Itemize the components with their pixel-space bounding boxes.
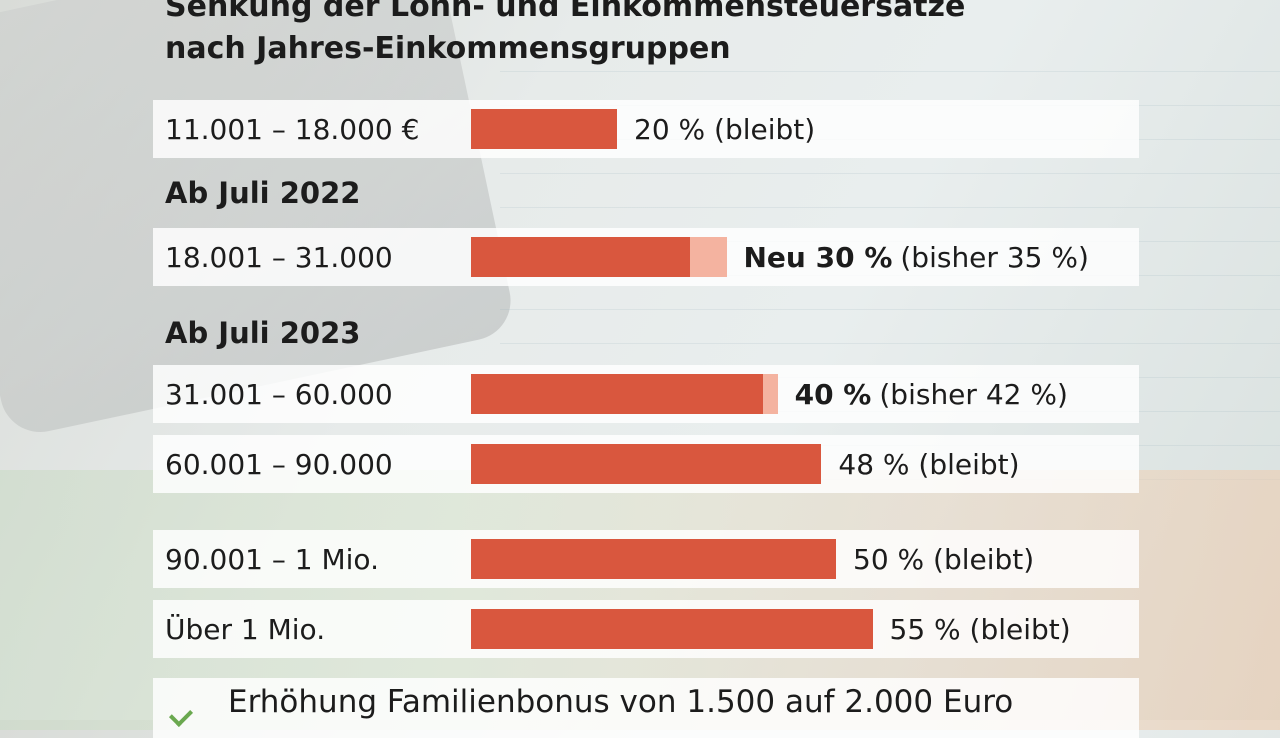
chart-row: 60.001 – 90.000 48 % (bleibt) <box>153 435 1139 493</box>
rate-bar <box>471 539 836 579</box>
bar-track: 50 % (bleibt) <box>471 530 1131 588</box>
chart-title-line-1: Senkung der Lohn- und Einkommensteuersät… <box>165 0 966 24</box>
check-icon <box>168 702 194 728</box>
section-heading-2022: Ab Juli 2022 <box>165 176 361 210</box>
value-label: Neu 30 % (bisher 35 %) <box>744 228 1089 286</box>
value-label-bold: Neu 30 % <box>743 240 893 274</box>
value-label: 40 % (bisher 42 %) <box>795 365 1068 423</box>
footer-text: Erhöhung Familienbonus von 1.500 auf 2.0… <box>228 684 1014 720</box>
chart-row: 31.001 – 60.000 40 % (bisher 42 %) <box>153 365 1139 423</box>
category-label: 11.001 – 18.000 € <box>165 112 420 146</box>
category-label: 90.001 – 1 Mio. <box>165 542 379 576</box>
value-label-text: (bisher 35 %) <box>900 240 1089 274</box>
value-label-text: 55 % (bleibt) <box>889 612 1071 646</box>
bar-track: 40 % (bisher 42 %) <box>471 365 1131 423</box>
category-label: 60.001 – 90.000 <box>165 447 393 481</box>
section-heading-2023: Ab Juli 2023 <box>165 316 361 350</box>
value-label: 50 % (bleibt) <box>853 530 1034 588</box>
bar-track: 20 % (bleibt) <box>471 100 1131 158</box>
value-label-bold: 40 % <box>794 377 872 411</box>
footer-note: Erhöhung Familienbonus von 1.500 auf 2.0… <box>153 678 1139 738</box>
rate-bar <box>471 237 690 277</box>
chart-row: 18.001 – 31.000 Neu 30 % (bisher 35 %) <box>153 228 1139 286</box>
value-label: 48 % (bleibt) <box>838 435 1019 493</box>
bar-track: 55 % (bleibt) <box>471 600 1131 658</box>
value-label-text: (bisher 42 %) <box>879 377 1068 411</box>
value-label-text: 20 % (bleibt) <box>634 112 816 146</box>
chart-row: Über 1 Mio. 55 % (bleibt) <box>153 600 1139 658</box>
value-label: 20 % (bleibt) <box>634 100 815 158</box>
rate-bar <box>471 609 873 649</box>
category-label: 31.001 – 60.000 <box>165 377 393 411</box>
rate-bar <box>471 109 617 149</box>
value-label-text: 48 % (bleibt) <box>838 447 1020 481</box>
value-label-text: 50 % (bleibt) <box>853 542 1035 576</box>
category-label: Über 1 Mio. <box>165 612 326 646</box>
chart-row: 11.001 – 18.000 € 20 % (bleibt) <box>153 100 1139 158</box>
value-label: 55 % (bleibt) <box>890 600 1071 658</box>
chart-title-line-2: nach Jahres-Einkommensgruppen <box>165 31 731 66</box>
category-label: 18.001 – 31.000 <box>165 240 393 274</box>
bar-track: 48 % (bleibt) <box>471 435 1131 493</box>
rate-bar <box>471 444 822 484</box>
chart-title: Senkung der Lohn- und Einkommensteuersät… <box>165 0 965 70</box>
chart-row: 90.001 – 1 Mio. 50 % (bleibt) <box>153 530 1139 588</box>
rate-bar <box>471 374 763 414</box>
bar-track: Neu 30 % (bisher 35 %) <box>471 228 1131 286</box>
